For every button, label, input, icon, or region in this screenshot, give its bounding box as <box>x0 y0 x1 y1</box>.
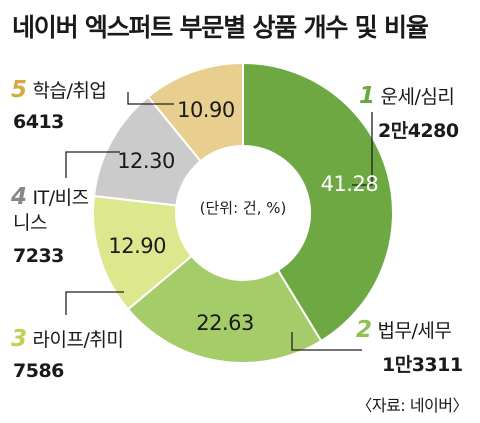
center-unit-label: (단위: 건, %) <box>200 199 287 217</box>
slice-2 <box>126 254 323 364</box>
category-name-4-line2: 니스 <box>13 211 47 234</box>
category-name-2: 법무/세무 <box>377 320 452 342</box>
slice-value-2: 22.63 <box>196 311 254 335</box>
chart-title: 네이버 엑스퍼트 부문별 상품 개수 및 비율 <box>12 13 429 42</box>
rank-1: 1 <box>359 83 375 109</box>
category-label-5: 5 학습/취업 <box>11 76 107 105</box>
category-count-2: 1만3311 <box>382 354 463 376</box>
slice-value-5: 10.90 <box>177 98 235 122</box>
source-note: 〈자료: 네이버〉 <box>356 396 468 415</box>
rank-5: 5 <box>11 77 27 103</box>
rank-2: 2 <box>356 317 372 343</box>
category-label-2: 2 법무/세무 <box>356 316 452 345</box>
leader-line-3 <box>65 291 124 315</box>
category-count-3: 7586 <box>13 360 64 382</box>
category-count-1: 2만4280 <box>378 120 459 142</box>
category-name-3: 라이프/취미 <box>32 329 124 351</box>
category-label-1: 1 운세/심리 <box>359 82 455 111</box>
slice-value-4: 12.30 <box>117 149 175 173</box>
slice-5 <box>146 61 244 163</box>
category-count-5: 6413 <box>13 111 64 133</box>
category-name-5: 학습/취업 <box>32 80 107 102</box>
leader-line-4 <box>65 151 120 178</box>
category-label-4: 4 IT/비즈 니스 <box>11 183 89 236</box>
category-label-3: 3 라이프/취미 <box>11 325 124 354</box>
leader-line-1 <box>352 112 373 186</box>
slice-1 <box>242 61 394 343</box>
rank-3: 3 <box>11 326 27 352</box>
category-count-4: 7233 <box>13 245 64 267</box>
category-name-1: 운세/심리 <box>380 86 455 108</box>
rank-4: 4 <box>11 184 27 210</box>
leader-line-2 <box>291 332 362 351</box>
leader-line-5 <box>127 92 174 105</box>
slice-value-1: 41.28 <box>321 172 379 196</box>
category-name-4-line1: IT/비즈 <box>32 187 90 209</box>
slice-value-3: 12.90 <box>108 234 166 258</box>
